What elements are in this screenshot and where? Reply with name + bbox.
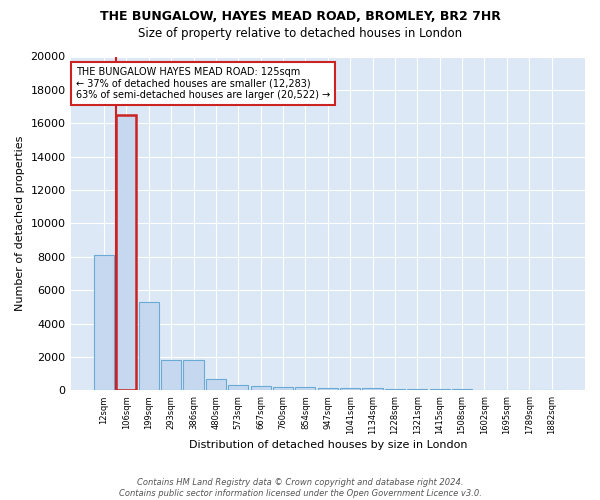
Bar	[318, 388, 338, 390]
Text: THE BUNGALOW HAYES MEAD ROAD: 125sqm
← 37% of detached houses are smaller (12,28: THE BUNGALOW HAYES MEAD ROAD: 125sqm ← 3…	[76, 66, 330, 100]
Bar	[116, 115, 136, 390]
Bar	[385, 388, 405, 390]
Text: Contains HM Land Registry data © Crown copyright and database right 2024.
Contai: Contains HM Land Registry data © Crown c…	[119, 478, 481, 498]
Text: THE BUNGALOW, HAYES MEAD ROAD, BROMLEY, BR2 7HR: THE BUNGALOW, HAYES MEAD ROAD, BROMLEY, …	[100, 10, 500, 23]
Bar	[407, 389, 427, 390]
Bar	[295, 387, 316, 390]
Bar	[94, 255, 114, 390]
Bar	[251, 386, 271, 390]
Bar	[161, 360, 181, 390]
Bar	[206, 379, 226, 390]
Bar	[340, 388, 360, 390]
X-axis label: Distribution of detached houses by size in London: Distribution of detached houses by size …	[188, 440, 467, 450]
Bar	[430, 389, 450, 390]
Bar	[139, 302, 159, 390]
Bar	[273, 387, 293, 390]
Bar	[184, 360, 203, 390]
Text: Size of property relative to detached houses in London: Size of property relative to detached ho…	[138, 28, 462, 40]
Bar	[228, 384, 248, 390]
Bar	[362, 388, 383, 390]
Y-axis label: Number of detached properties: Number of detached properties	[15, 136, 25, 311]
